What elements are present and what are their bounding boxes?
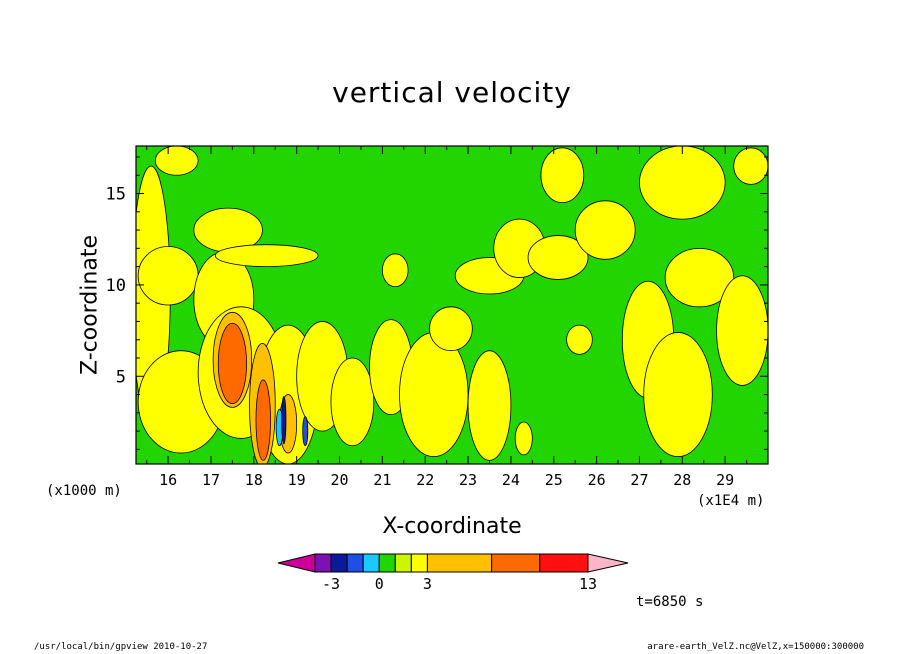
x-tick-label: 17 (202, 471, 220, 489)
y-tick-label: 5 (116, 367, 126, 387)
colorbar-cell (362, 553, 380, 573)
contour-region (214, 244, 319, 268)
y-tick-label: 15 (106, 185, 126, 205)
contour-region (330, 357, 375, 447)
colorbar-arrow-low (277, 553, 316, 573)
x-unit-left: (x1000 m) (46, 483, 122, 499)
x-tick-label: 23 (459, 471, 477, 489)
x-unit-right: (x1E4 m) (697, 493, 765, 509)
contour-region (514, 421, 533, 456)
colorbar-cell (539, 553, 589, 573)
contour-region (217, 322, 247, 405)
contour-region (664, 247, 735, 308)
colorbar-label: -3 (322, 575, 340, 593)
x-tick-label: 22 (416, 471, 434, 489)
x-tick-label: 27 (630, 471, 648, 489)
contour-region (733, 147, 768, 185)
contour-region (137, 246, 199, 306)
colorbar-cell (491, 553, 541, 573)
colorbar-cell (410, 553, 428, 573)
x-tick-label: 19 (288, 471, 306, 489)
contour-region (302, 416, 309, 447)
x-tick-label: 29 (716, 471, 734, 489)
colorbar-cell (394, 553, 412, 573)
contour-region (255, 379, 271, 461)
contour-region (154, 146, 199, 176)
contour-region (566, 324, 593, 355)
contour-region (467, 350, 512, 461)
colorbar-cell (330, 553, 348, 573)
contour-region (574, 200, 636, 260)
contour-region (281, 395, 287, 445)
colorbar-label: 3 (423, 575, 432, 593)
contour-region (643, 332, 713, 458)
contour-region (540, 147, 585, 204)
footer-command: /usr/local/bin/gpview 2010-10-27 (34, 642, 208, 652)
x-axis-label: X-coordinate (382, 514, 522, 539)
time-label: t=6850 s (636, 594, 704, 610)
x-tick-label: 16 (159, 471, 177, 489)
y-axis: 5 10 15 (106, 156, 768, 450)
colorbar-label: 13 (579, 575, 597, 593)
x-tick-label: 24 (502, 471, 520, 489)
x-tick-label: 28 (673, 471, 691, 489)
colorbar-cell (346, 553, 364, 573)
contour-region (639, 146, 726, 220)
contour-region (381, 253, 409, 288)
colorbar-label: 0 (375, 575, 384, 593)
plot-border (135, 145, 769, 465)
colorbar-arrow-high (587, 553, 629, 573)
x-tick-label: 25 (545, 471, 563, 489)
x-axis: 16 17 18 19 20 21 22 23 24 25 26 27 28 29 (146, 146, 748, 489)
colorbar-cell (378, 553, 396, 573)
colorbar-cell (426, 553, 493, 573)
contour-region (527, 235, 589, 280)
colorbar-cell (314, 553, 332, 573)
y-tick-label: 10 (106, 276, 126, 296)
colorbar: -3 0 3 13 (277, 553, 629, 593)
chart-title: vertical velocity (332, 76, 572, 109)
footer-source: arare-earth_VelZ.nc@VelZ,x=150000:300000 (647, 642, 864, 652)
x-tick-label: 18 (245, 471, 263, 489)
x-tick-label: 21 (373, 471, 391, 489)
contour-region (429, 306, 473, 352)
y-axis-label: Z-coordinate (77, 235, 103, 375)
contour-region (399, 332, 469, 458)
contour-region (716, 275, 768, 386)
x-tick-label: 20 (330, 471, 348, 489)
plot-frame (135, 145, 769, 465)
x-tick-label: 26 (588, 471, 606, 489)
contour-regions (136, 146, 768, 464)
